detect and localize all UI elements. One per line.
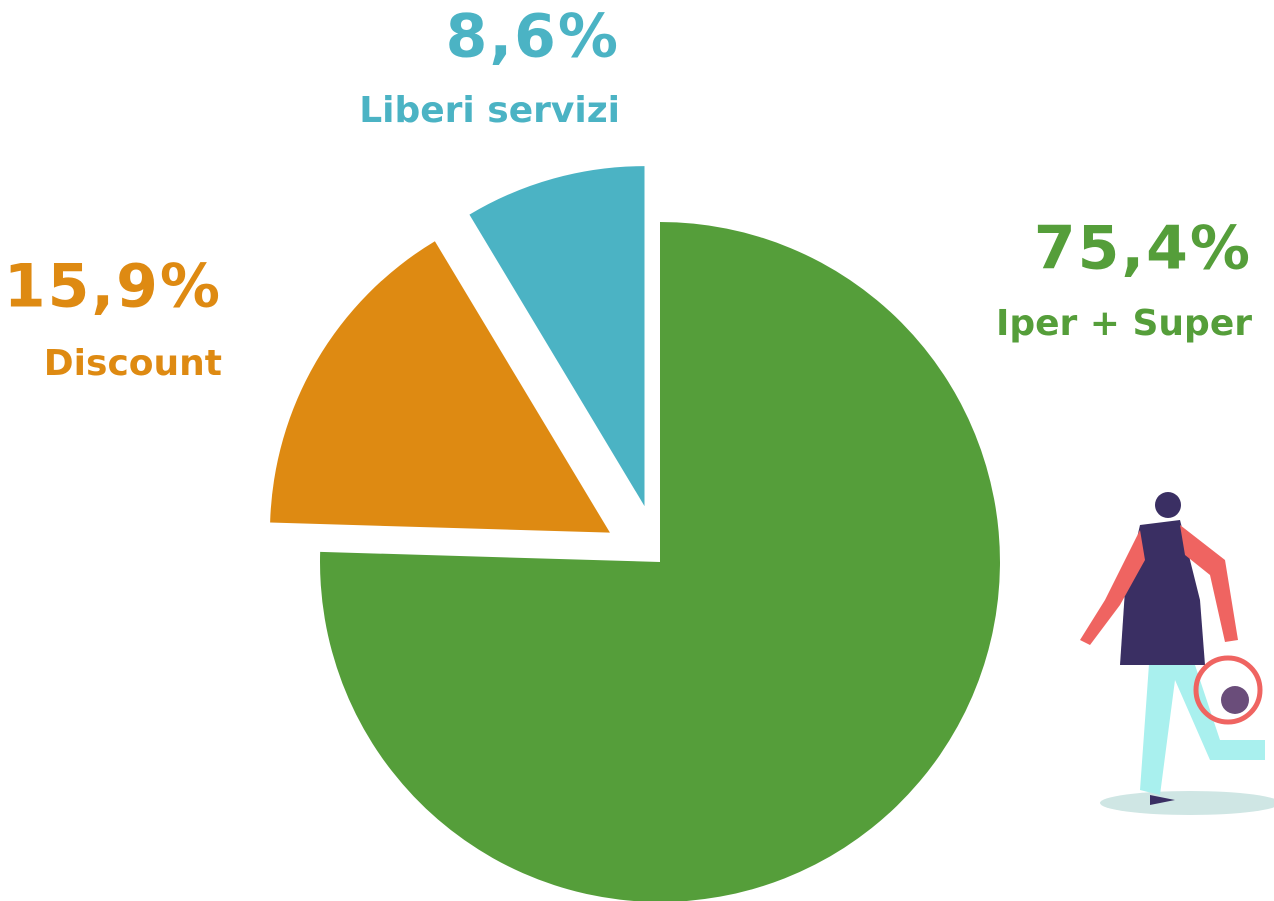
pie-slice [469,166,645,507]
value-label: 8,6% [446,2,620,72]
pie-slice [270,241,610,533]
category-label: Liberi servizi [359,90,620,131]
shopper-illustration [1080,492,1274,815]
pie-slice [320,222,1000,901]
value-label: 75,4% [1034,214,1252,284]
value-label: 15,9% [4,252,222,322]
category-label: Discount [44,343,222,384]
category-label: Iper + Super [996,303,1252,344]
